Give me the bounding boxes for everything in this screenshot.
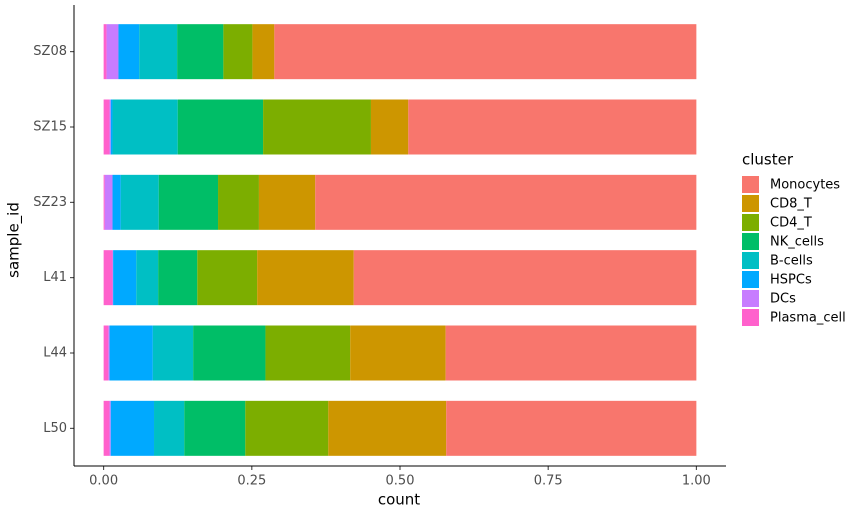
bar-segment bbox=[108, 325, 110, 381]
legend-label: NK_cells bbox=[770, 235, 824, 250]
bar-segment bbox=[139, 24, 178, 80]
bar-segment bbox=[152, 325, 194, 381]
legend-label: Plasma_cell bbox=[770, 311, 846, 326]
y-tick-label: SZ08 bbox=[33, 44, 67, 59]
bar-segment bbox=[245, 400, 329, 456]
bar-segment bbox=[274, 24, 697, 80]
bar-segment bbox=[158, 174, 219, 230]
legend-label: Monocytes bbox=[770, 178, 840, 193]
bar-segment bbox=[112, 99, 178, 155]
bar-segment bbox=[103, 325, 109, 381]
bar-segment bbox=[112, 250, 114, 306]
bar-segment bbox=[136, 250, 159, 306]
legend-key bbox=[742, 195, 759, 212]
y-tick-label: L41 bbox=[43, 270, 67, 285]
bar-segment bbox=[110, 400, 155, 456]
bar-segment bbox=[103, 24, 107, 80]
bar-segment bbox=[177, 99, 264, 155]
bar-segment bbox=[265, 325, 351, 381]
legend-label: CD8_T bbox=[770, 197, 812, 212]
legend-key bbox=[742, 233, 759, 250]
bar-segment bbox=[113, 250, 137, 306]
bar-segment bbox=[197, 250, 258, 306]
bar-segment bbox=[158, 250, 198, 306]
bar-segment bbox=[328, 400, 447, 456]
bar-segment bbox=[350, 325, 446, 381]
y-tick-label: L50 bbox=[43, 421, 67, 436]
bar-segment bbox=[112, 174, 121, 230]
bar-segment bbox=[446, 400, 697, 456]
y-tick-label: SZ15 bbox=[33, 120, 67, 135]
bar-segment bbox=[110, 99, 113, 155]
bar-segment bbox=[353, 250, 697, 306]
x-tick-label: 0.75 bbox=[534, 474, 563, 489]
bar-segment bbox=[223, 24, 253, 80]
bar-segment bbox=[315, 174, 697, 230]
y-tick-label: SZ23 bbox=[33, 195, 67, 210]
bar-segment bbox=[258, 174, 316, 230]
bar-segment bbox=[154, 400, 185, 456]
bar-segment bbox=[109, 99, 111, 155]
bar-segment bbox=[445, 325, 697, 381]
bar-segment bbox=[252, 24, 275, 80]
bar-segment bbox=[106, 24, 119, 80]
x-axis-title: count bbox=[378, 491, 420, 509]
legend-key bbox=[742, 309, 759, 326]
bar-segment bbox=[103, 400, 110, 456]
x-tick-label: 0.25 bbox=[237, 474, 266, 489]
bar-segment bbox=[218, 174, 259, 230]
bar-segment bbox=[408, 99, 697, 155]
bar-segment bbox=[177, 24, 224, 80]
legend-label: B-cells bbox=[770, 254, 813, 269]
bar-segment bbox=[120, 174, 159, 230]
bar-segment bbox=[109, 325, 153, 381]
bar-segment bbox=[118, 24, 140, 80]
legend-label: CD4_T bbox=[770, 216, 812, 231]
bar-segment bbox=[104, 174, 113, 230]
bar-segment bbox=[263, 99, 371, 155]
y-tick-label: L44 bbox=[43, 346, 67, 361]
bar-segment bbox=[184, 400, 246, 456]
bar-segment bbox=[109, 400, 111, 456]
bar-segment bbox=[103, 250, 113, 306]
bar-segment bbox=[370, 99, 409, 155]
legend-label: DCs bbox=[770, 292, 796, 307]
bar-segment bbox=[103, 99, 110, 155]
legend-key bbox=[742, 252, 759, 269]
x-tick-label: 0.50 bbox=[386, 474, 415, 489]
legend-key bbox=[742, 214, 759, 231]
y-axis-title: sample_id bbox=[5, 202, 24, 278]
bar-segment bbox=[257, 250, 354, 306]
legend-title: cluster bbox=[742, 151, 794, 169]
bar-segment bbox=[103, 174, 105, 230]
legend-key bbox=[742, 176, 759, 193]
bar-segment bbox=[193, 325, 266, 381]
legend-key bbox=[742, 290, 759, 307]
x-tick-label: 1.00 bbox=[682, 474, 711, 489]
legend-label: HSPCs bbox=[770, 273, 812, 288]
x-tick-label: 0.00 bbox=[89, 474, 118, 489]
legend-key bbox=[742, 271, 759, 288]
